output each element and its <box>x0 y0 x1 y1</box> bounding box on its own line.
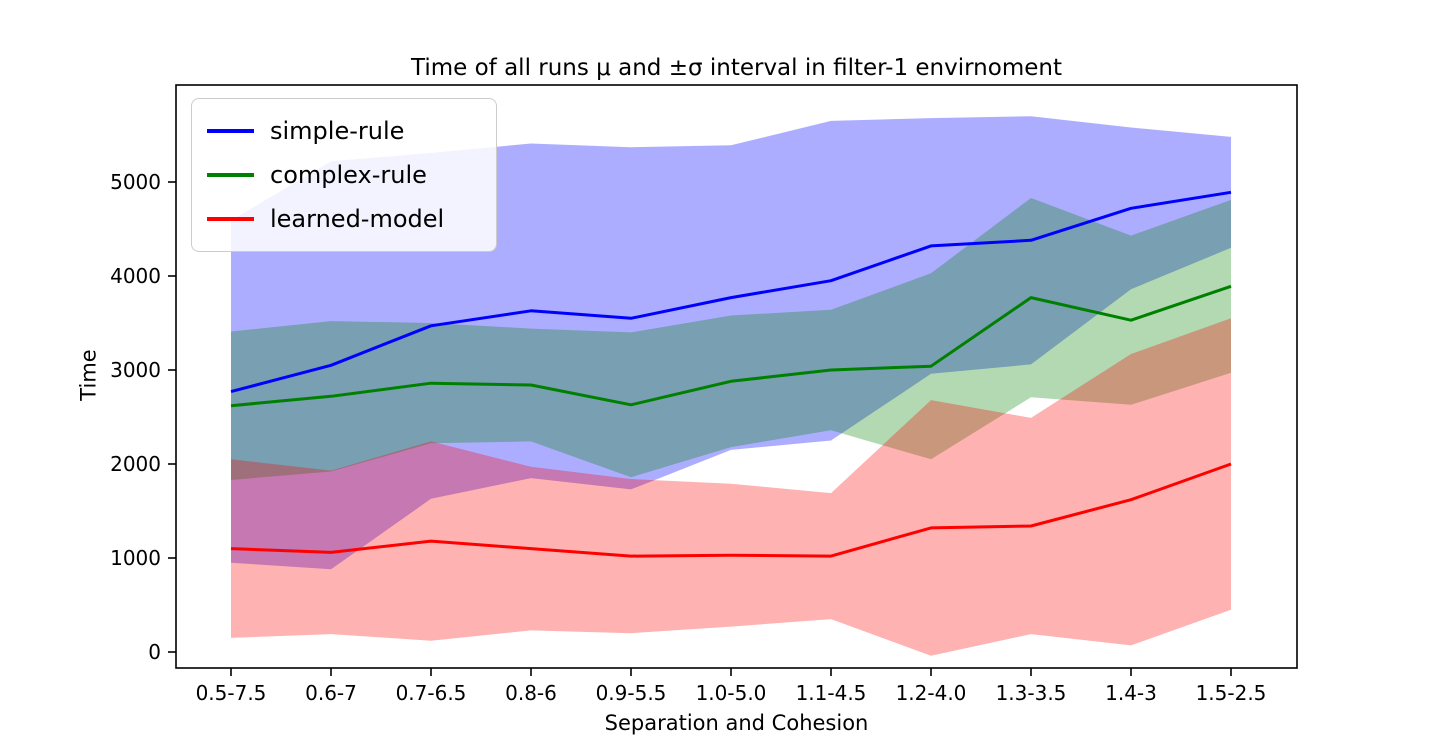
y-tick-label: 5000 <box>110 170 161 194</box>
band-learned-model <box>231 318 1231 656</box>
line-learned-model <box>230 462 1232 558</box>
legend: simple-rule complex-rule learned-model <box>191 98 497 252</box>
y-tick-label: 0 <box>148 640 161 664</box>
x-tick-label: 1.1-4.5 <box>796 681 867 705</box>
chart-title: Time of all runs μ and ±σ interval in fi… <box>411 55 1062 81</box>
legend-line-simple-rule-icon <box>207 129 254 133</box>
line-simple-rule <box>230 190 1232 394</box>
legend-label: complex-rule <box>270 161 427 189</box>
legend-item-learned-model: learned-model <box>192 197 496 241</box>
legend-item-simple-rule: simple-rule <box>192 109 496 153</box>
y-axis-label: Time <box>76 349 101 401</box>
y-tick-label: 3000 <box>110 358 161 382</box>
x-tick-label: 1.5-2.5 <box>1196 681 1267 705</box>
legend-line-complex-rule-icon <box>207 173 254 177</box>
x-tick-label: 0.5-7.5 <box>196 681 267 705</box>
x-tick-label: 1.3-3.5 <box>996 681 1067 705</box>
y-tick-label: 1000 <box>110 546 161 570</box>
y-tick-label: 2000 <box>110 452 161 476</box>
x-tick-label: 0.8-6 <box>505 681 557 705</box>
legend-line-learned-model-icon <box>207 217 254 221</box>
legend-label: learned-model <box>270 205 445 233</box>
legend-label: simple-rule <box>270 117 405 145</box>
x-tick-label: 1.2-4.0 <box>896 681 967 705</box>
band-complex-rule <box>231 198 1231 480</box>
y-tick-label: 4000 <box>110 264 161 288</box>
x-tick-label: 1.4-3 <box>1105 681 1157 705</box>
x-axis-label: Separation and Cohesion <box>604 711 869 735</box>
legend-item-complex-rule: complex-rule <box>192 153 496 197</box>
x-tick-label: 0.7-6.5 <box>396 681 467 705</box>
x-tick-label: 0.9-5.5 <box>596 681 667 705</box>
x-tick-label: 0.6-7 <box>305 681 357 705</box>
axes-spines <box>175 84 1298 669</box>
x-tick-label: 1.0-5.0 <box>696 681 767 705</box>
line-complex-rule <box>230 284 1232 408</box>
